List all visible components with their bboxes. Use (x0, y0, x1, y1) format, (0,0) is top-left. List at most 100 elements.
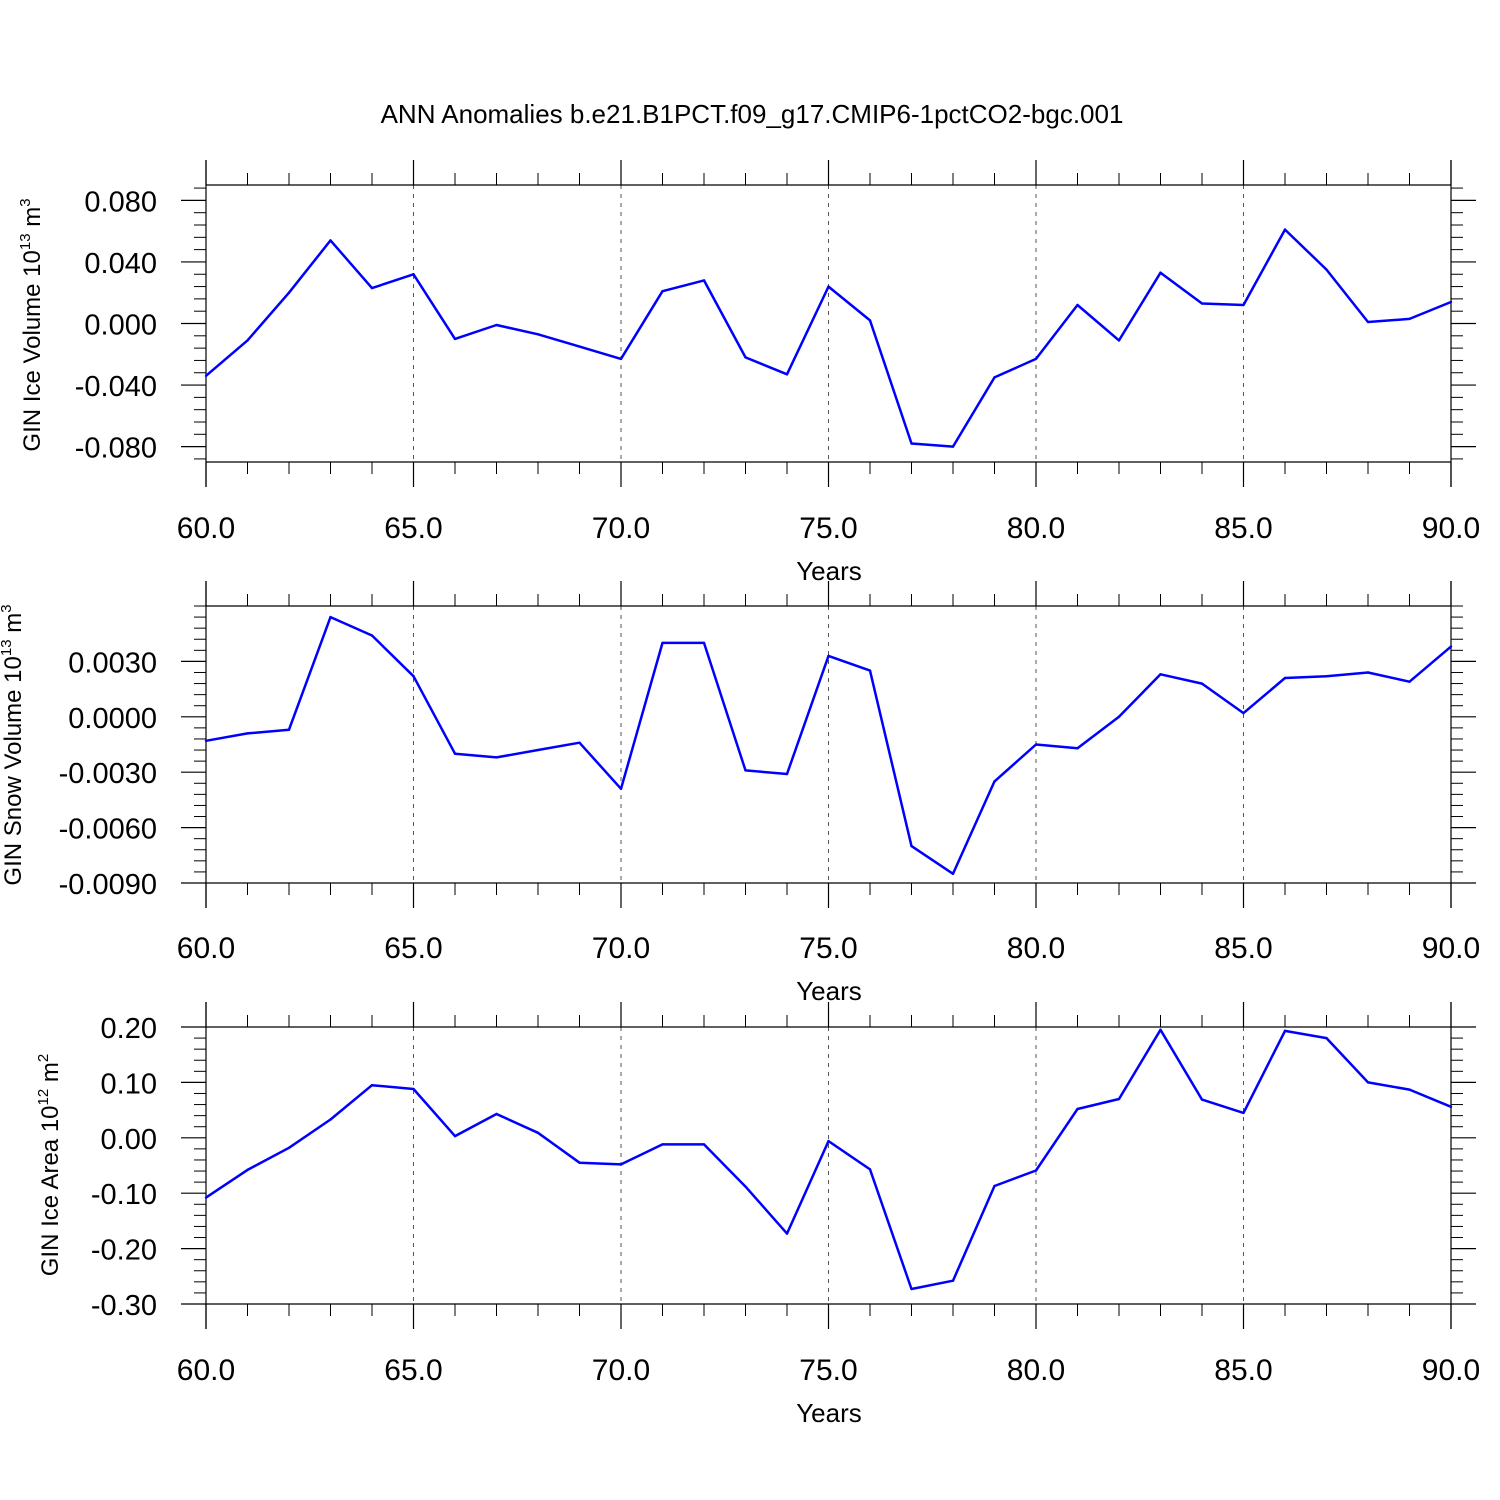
data-point (1034, 1169, 1038, 1172)
data-point (453, 752, 457, 755)
y-axis-label-exponent: 12 (35, 1089, 52, 1106)
y-axis-label: GIN Ice Area 1012 m2 (35, 1054, 64, 1276)
data-point (578, 741, 581, 744)
data-point (453, 1134, 457, 1138)
x-tick-label: 85.0 (1214, 932, 1272, 965)
data-point (1449, 645, 1453, 648)
y-axis-label-unit-exponent: 3 (0, 604, 15, 612)
y-axis-label: GIN Snow Volume 1013 m3 (0, 604, 27, 885)
data-point (661, 289, 664, 293)
data-point (536, 748, 540, 752)
data-point (453, 337, 457, 341)
data-point (370, 286, 374, 290)
data-point (1283, 676, 1287, 680)
x-tick-label: 60.0 (177, 512, 235, 545)
data-point (1366, 320, 1370, 324)
y-tick-label: 0.00 (101, 1124, 157, 1156)
y-axis-label-exponent: 13 (0, 639, 15, 656)
data-point (204, 739, 208, 743)
data-point (619, 787, 623, 791)
data-point (619, 1163, 623, 1166)
data-point (993, 780, 996, 783)
x-tick-label: 80.0 (1007, 1354, 1065, 1387)
data-point (536, 333, 540, 336)
data-point (744, 1185, 747, 1188)
x-tick-label: 65.0 (384, 512, 442, 545)
data-point (495, 1112, 498, 1116)
x-tick-label: 85.0 (1214, 512, 1272, 545)
y-tick-label: 0.20 (101, 1013, 157, 1045)
x-tick-label: 80.0 (1007, 932, 1065, 965)
data-point (785, 373, 789, 376)
data-point (412, 674, 415, 678)
y-tick-label: -0.30 (91, 1290, 157, 1322)
x-tick-label: 80.0 (1007, 512, 1065, 545)
x-tick-label: 60.0 (177, 1354, 235, 1387)
data-point (495, 756, 498, 759)
data-point (1325, 674, 1328, 678)
y-tick-label: -0.0030 (59, 758, 157, 790)
data-point (1242, 1111, 1245, 1115)
data-point (1242, 711, 1245, 715)
data-point (1159, 271, 1162, 274)
data-point (204, 1196, 208, 1199)
data-point (246, 339, 249, 342)
panel-1: 60.0 65.0 70.0 75.0 80.0 85.0 90.0 -0.080 -0.040… (17, 160, 1480, 586)
data-point (412, 1087, 415, 1091)
data-point (910, 1287, 913, 1291)
panel-3: 60.0 65.0 70.0 75.0 80.0 85.0 90.0 -0.30 -0.20 -0… (35, 1002, 1480, 1428)
data-point (329, 615, 332, 619)
x-tick-label: 75.0 (799, 1354, 857, 1387)
data-point (951, 445, 955, 448)
x-tick-label: 75.0 (799, 512, 857, 545)
data-point (827, 1139, 830, 1143)
data-point (370, 634, 374, 637)
data-point (1366, 1081, 1370, 1084)
y-tick-label: -0.10 (91, 1179, 157, 1211)
y-tick-label: -0.0060 (59, 814, 157, 846)
data-point (702, 1143, 706, 1146)
y-tick-label: 0.0030 (68, 647, 157, 679)
data-point (1200, 682, 1204, 685)
panels: 60.0 65.0 70.0 75.0 80.0 85.0 90.0 -0.080 -0.040… (0, 160, 1480, 1428)
data-point (661, 1143, 664, 1146)
data-point (993, 1184, 996, 1188)
data-point (1283, 228, 1287, 231)
data-point (910, 844, 913, 848)
x-axis-label: Years (796, 976, 862, 1006)
x-tick-label: 70.0 (592, 512, 650, 545)
y-tick-label: -0.080 (75, 433, 157, 465)
y-tick-label: 0.040 (84, 248, 157, 280)
data-point (578, 1161, 581, 1164)
data-point (287, 1146, 291, 1149)
chart-title: ANN Anomalies b.e21.B1PCT.f09_g17.CMIP6-… (381, 99, 1124, 129)
data-point (1408, 317, 1411, 321)
y-tick-label: -0.0090 (59, 869, 157, 901)
data-point (1076, 303, 1079, 307)
y-axis-label-text: GIN Ice Volume 10 (19, 250, 46, 451)
data-point (1034, 743, 1038, 746)
x-tick-label: 70.0 (592, 932, 650, 965)
data-point (744, 356, 747, 359)
data-point (287, 728, 291, 731)
x-tick-label: 65.0 (384, 1354, 442, 1387)
data-point (993, 376, 996, 379)
data-point (619, 357, 623, 361)
data-point (578, 345, 581, 348)
data-point (246, 732, 249, 735)
data-point (329, 239, 332, 242)
data-point (246, 1168, 249, 1172)
data-point (1034, 357, 1038, 361)
data-point (1117, 715, 1121, 718)
x-tick-label: 90.0 (1422, 1354, 1480, 1387)
data-point (1449, 300, 1453, 304)
y-tick-label: 0.10 (101, 1068, 157, 1100)
data-point (702, 641, 706, 645)
x-tick-label: 60.0 (177, 932, 235, 965)
data-point (1076, 1107, 1079, 1111)
data-point (951, 872, 955, 875)
data-point (785, 1232, 789, 1235)
y-axis-label-text: GIN Ice Area 10 (37, 1105, 64, 1276)
